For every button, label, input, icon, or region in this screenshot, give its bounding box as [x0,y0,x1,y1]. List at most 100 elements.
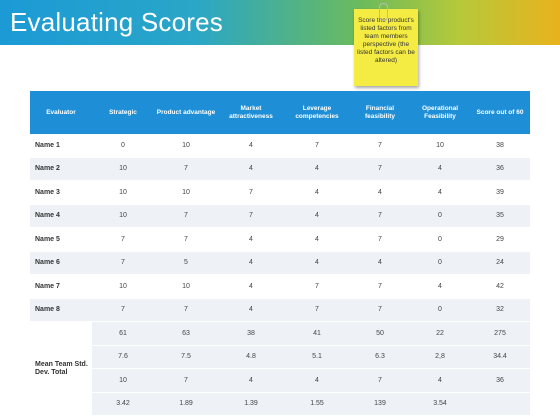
score-cell: 5 [154,251,218,275]
evaluator-name: Name 5 [30,227,92,252]
summary-cell: 36 [470,368,530,393]
summary-cell: 63 [154,321,218,346]
summary-cell: 1.89 [154,392,218,416]
summary-cell: 1.39 [218,392,284,416]
page-title: Evaluating Scores [10,7,223,37]
evaluator-name: Name 2 [30,157,92,181]
score-cell: 35 [470,204,530,228]
score-cell: 7 [350,298,410,322]
header-score: Score out of 60 [470,91,530,134]
header-evaluator: Evaluator [30,91,92,134]
score-cell: 7 [92,298,154,322]
evaluator-name: Name 3 [30,180,92,205]
summary-cell: 22 [410,321,470,346]
score-cell: 4 [218,274,284,299]
summary-cell: 1.55 [284,392,350,416]
summary-cell: 3.42 [92,392,154,416]
summary-row: 10 7 4 4 7 4 36 [30,368,530,393]
score-cell: 38 [470,134,530,158]
header-strategic: Strategic [92,91,154,134]
score-cell: 4 [284,157,350,181]
score-cell: 7 [284,274,350,299]
table-row: Name 3 10 10 7 4 4 4 39 [30,180,530,205]
score-cell: 7 [154,227,218,252]
score-cell: 7 [350,227,410,252]
paperclip-icon [379,3,388,21]
score-cell: 4 [350,251,410,275]
header-banner [0,0,560,45]
score-cell: 7 [350,134,410,158]
score-cell: 4 [218,251,284,275]
summary-cell: 7.6 [92,345,154,369]
score-cell: 10 [92,180,154,205]
score-cell: 7 [350,204,410,228]
summary-cell: 41 [284,321,350,346]
header-financial-feasibility: Financial feasibility [350,91,410,134]
evaluator-name: Name 7 [30,274,92,299]
header-product-advantage: Product advantage [154,91,218,134]
score-cell: 7 [154,298,218,322]
score-cell: 10 [92,204,154,228]
summary-cell: 4 [218,368,284,393]
evaluator-name: Name 4 [30,204,92,228]
sticky-note: Score the product's listed factors from … [354,9,418,86]
score-cell: 0 [92,134,154,158]
score-cell: 0 [410,204,470,228]
summary-row: 7.6 7.5 4.8 5.1 6.3 2,8 34.4 [30,345,530,369]
score-cell: 7 [154,204,218,228]
summary-cell: 7 [154,368,218,393]
score-cell: 4 [218,227,284,252]
table-row: Name 2 10 7 4 4 7 4 36 [30,157,530,181]
score-cell: 0 [410,251,470,275]
header-market-attractiveness: Market attractiveness [218,91,284,134]
table-row: Name 8 7 7 4 7 7 0 32 [30,298,530,322]
summary-cell: 2,8 [410,345,470,369]
table-row: Name 1 0 10 4 7 7 10 38 [30,134,530,158]
score-cell: 7 [218,204,284,228]
score-cell: 7 [218,180,284,205]
summary-cell: 10 [92,368,154,393]
score-cell: 24 [470,251,530,275]
summary-cell: 7 [350,368,410,393]
summary-cell: 139 [350,392,410,416]
summary-cell: 6.3 [350,345,410,369]
summary-row: 3.42 1.89 1.39 1.55 139 3.54 [30,392,530,416]
summary-cell: 7.5 [154,345,218,369]
table-row: Name 7 10 10 4 7 7 4 42 [30,274,530,299]
evaluator-name: Name 6 [30,251,92,275]
summary-cell: 38 [218,321,284,346]
score-cell: 10 [410,134,470,158]
score-cell: 7 [92,251,154,275]
score-cell: 4 [284,180,350,205]
summary-cell [470,392,530,416]
score-cell: 4 [410,157,470,181]
score-cell: 7 [92,227,154,252]
score-cell: 7 [154,157,218,181]
summary-cell: 50 [350,321,410,346]
table-row: Name 4 10 7 7 4 7 0 35 [30,204,530,228]
score-cell: 10 [154,274,218,299]
score-cell: 4 [218,134,284,158]
score-cell: 36 [470,157,530,181]
summary-row: Mean Team Std. Dev. Total 61 63 38 41 50 22 275 [30,321,530,416]
score-cell: 4 [350,180,410,205]
summary-cell: 61 [92,321,154,346]
score-cell: 7 [284,298,350,322]
score-cell: 10 [92,274,154,299]
score-cell: 4 [410,274,470,299]
summary-cell: 4.8 [218,345,284,369]
score-cell: 7 [350,274,410,299]
score-cell: 4 [410,180,470,205]
summary-cell: 4 [284,368,350,393]
score-cell: 42 [470,274,530,299]
summary-cell: 275 [470,321,530,346]
summary-label: Mean Team Std. Dev. Total [30,321,92,416]
score-cell: 39 [470,180,530,205]
table-row: Name 6 7 5 4 4 4 0 24 [30,251,530,275]
summary-cell: 34.4 [470,345,530,369]
score-cell: 10 [154,180,218,205]
table-row: Name 5 7 7 4 4 7 0 29 [30,227,530,252]
score-cell: 4 [218,157,284,181]
score-cell: 7 [284,134,350,158]
score-cell: 4 [284,251,350,275]
